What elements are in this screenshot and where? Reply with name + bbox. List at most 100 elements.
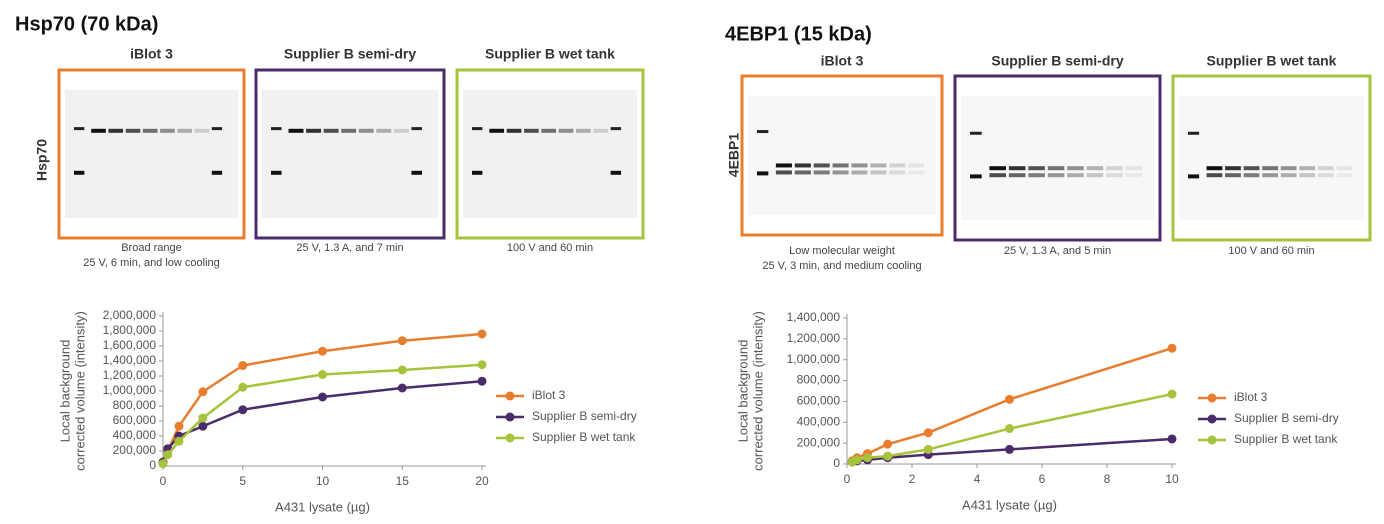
blot-caption: 100 V and 60 min (1228, 245, 1314, 257)
band (870, 170, 887, 175)
band (870, 163, 887, 168)
band (1225, 166, 1241, 171)
y-tick-label: 200,000 (797, 435, 841, 449)
data-point (1167, 434, 1177, 444)
blot-image (961, 96, 1154, 220)
data-point (174, 436, 184, 446)
band (1336, 166, 1353, 171)
band (1317, 166, 1334, 171)
blot-axis-label: Hsp70 (34, 139, 50, 181)
ladder-band (74, 170, 85, 175)
band (1028, 166, 1045, 171)
band (1299, 173, 1316, 178)
data-point (163, 450, 173, 460)
data-point (397, 336, 407, 346)
band (108, 128, 124, 133)
ladder-band (74, 127, 85, 131)
x-tick-label: 15 (396, 474, 410, 488)
band (1243, 173, 1260, 178)
band (1317, 173, 1334, 178)
band (989, 173, 1006, 178)
legend-marker (505, 391, 515, 401)
data-point (1005, 394, 1014, 404)
y-tick-label: 1,400,000 (787, 310, 841, 324)
blot-caption: 25 V, 6 min, and low cooling (83, 257, 220, 269)
band (306, 128, 322, 133)
band (1299, 166, 1316, 171)
band (1280, 166, 1297, 171)
data-point (158, 459, 168, 469)
y-tick-label: 1,400,000 (103, 353, 157, 367)
legend-marker (1207, 393, 1217, 403)
data-point (1167, 389, 1177, 399)
band (142, 128, 158, 133)
ladder-band (211, 170, 223, 175)
band (889, 170, 906, 175)
band (813, 170, 830, 175)
band (1206, 173, 1223, 178)
data-point (883, 451, 893, 461)
data-point (198, 387, 208, 397)
x-tick-label: 8 (1104, 472, 1111, 486)
band (908, 170, 925, 175)
band (851, 170, 868, 175)
band (576, 128, 591, 133)
band (1280, 173, 1297, 178)
band (989, 166, 1006, 171)
y-axis-label: corrected volume (intensity) (72, 311, 87, 471)
y-tick-label: 1,800,000 (103, 323, 157, 337)
band (1106, 173, 1123, 178)
band (1086, 173, 1104, 178)
band (358, 128, 374, 133)
blot-label: iBlot 3 (821, 53, 864, 69)
blot-caption: 100 V and 60 min (507, 242, 593, 254)
band (288, 128, 304, 133)
band (1086, 166, 1104, 171)
band (1008, 173, 1026, 178)
y-axis-label: Local background (57, 340, 72, 443)
band (1028, 173, 1045, 178)
panel-title: 4EBP1 (15 kDa) (725, 23, 872, 45)
band (794, 163, 811, 168)
data-point (198, 413, 208, 423)
y-tick-label: 0 (833, 456, 840, 470)
band (489, 128, 505, 133)
band (1047, 173, 1065, 178)
legend-marker (1207, 435, 1217, 445)
data-point (238, 382, 248, 392)
blot-image (748, 96, 936, 215)
legend-label: iBlot 3 (1234, 390, 1268, 404)
band (541, 128, 557, 133)
blot-caption: 25 V, 1.3 A, and 5 min (1004, 245, 1111, 257)
ladder-band (1188, 131, 1200, 135)
y-tick-label: 2,000,000 (103, 308, 157, 322)
band (1125, 173, 1143, 178)
blot-image (262, 90, 438, 218)
band (1067, 173, 1084, 178)
blot-image (463, 90, 637, 218)
data-point (238, 405, 248, 415)
data-point (477, 376, 487, 386)
blot-caption: Broad range (121, 242, 182, 254)
ladder-band (610, 170, 622, 175)
x-axis-label: A431 lysate (µg) (962, 497, 1057, 512)
band (194, 128, 210, 133)
y-tick-label: 600,000 (797, 394, 841, 408)
band (393, 128, 409, 133)
data-point (883, 439, 893, 449)
blot-label: Supplier B wet tank (1207, 53, 1337, 69)
x-axis-label: A431 lysate (µg) (275, 499, 370, 514)
band (1262, 173, 1278, 178)
y-tick-label: 200,000 (113, 443, 157, 457)
ladder-band (271, 127, 282, 131)
legend-marker (1207, 414, 1217, 424)
band (1262, 166, 1278, 171)
data-point (1005, 444, 1014, 454)
x-tick-label: 20 (475, 474, 489, 488)
x-tick-label: 0 (844, 472, 851, 486)
y-tick-label: 1,000,000 (103, 383, 157, 397)
band (506, 128, 522, 133)
blot-label: Supplier B wet tank (485, 46, 615, 62)
blot-image (1179, 96, 1364, 220)
